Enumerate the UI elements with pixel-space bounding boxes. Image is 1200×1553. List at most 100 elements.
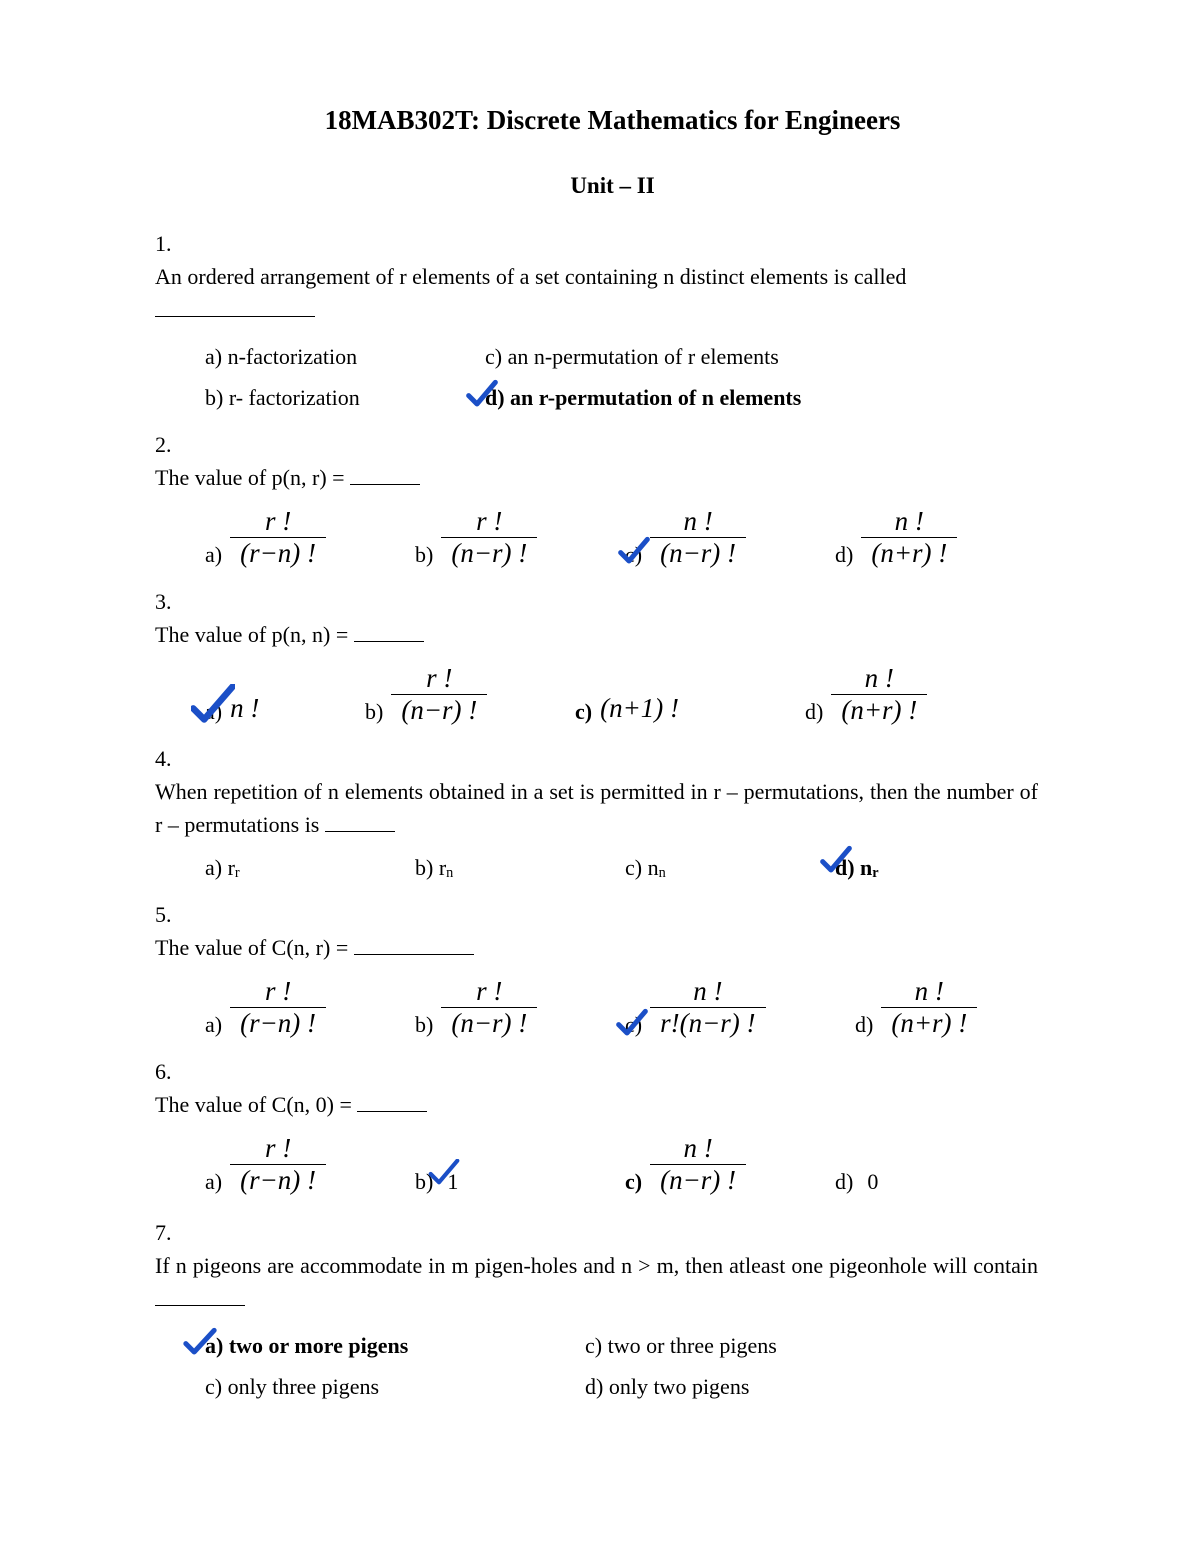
frac-num: r ! bbox=[230, 976, 326, 1008]
q4-b-text: b) r bbox=[415, 851, 446, 884]
opt-label: b) bbox=[415, 1165, 433, 1198]
frac-den: (n−r) ! bbox=[391, 695, 487, 726]
opt-label: d) bbox=[805, 695, 823, 728]
q3-text: The value of p(n, n) = bbox=[155, 622, 354, 647]
q7-num: 7. bbox=[155, 1216, 183, 1249]
q4-body: When repetition of n elements obtained i… bbox=[155, 775, 1038, 841]
frac-den: (r−n) ! bbox=[230, 1165, 326, 1196]
opt-label: c) bbox=[625, 1165, 642, 1198]
frac-num: n ! bbox=[831, 663, 927, 695]
opt-label: d) bbox=[835, 1165, 853, 1198]
question-4: 4. When repetition of n elements obtaine… bbox=[155, 742, 1070, 841]
opt-label: a) bbox=[205, 1008, 222, 1041]
q7-opt-c: c) two or three pigens bbox=[585, 1325, 1005, 1366]
opt-label: d) bbox=[835, 538, 853, 571]
q2-opt-b: b) r !(n−r) ! bbox=[415, 504, 625, 571]
frac-den: (r−n) ! bbox=[230, 538, 326, 569]
frac-num: r ! bbox=[230, 1133, 326, 1165]
q3-va: n ! bbox=[230, 688, 259, 729]
q2-opt-a: a) r !(r−n) ! bbox=[205, 504, 415, 571]
blank-line bbox=[357, 1111, 427, 1112]
blank-line bbox=[155, 1305, 245, 1306]
frac-num: n ! bbox=[861, 506, 957, 538]
q2-opt-d: d) n !(n+r) ! bbox=[835, 504, 1045, 571]
q3-num: 3. bbox=[155, 585, 183, 618]
q5-opt-a: a) r !(r−n) ! bbox=[205, 974, 415, 1041]
frac-den: (n+r) ! bbox=[881, 1008, 977, 1039]
q4-opt-a: a) rr bbox=[205, 851, 415, 884]
q6-options: a) r !(r−n) ! b) 1 c) n !(n−r) ! d) 0 bbox=[205, 1131, 1070, 1198]
blank-line bbox=[354, 954, 474, 955]
q6-opt-c: c) n !(n−r) ! bbox=[625, 1131, 835, 1198]
opt-label: c) bbox=[625, 1008, 642, 1041]
blank-line bbox=[350, 484, 420, 485]
opt-label: a) bbox=[205, 1165, 222, 1198]
frac-num: n ! bbox=[650, 976, 765, 1008]
question-6: 6. The value of C(n, 0) = bbox=[155, 1055, 1070, 1121]
q1-opt-c: c) an n-permutation of r elements bbox=[485, 336, 905, 377]
blank-line bbox=[155, 294, 315, 317]
q4-c-text: c) n bbox=[625, 851, 659, 884]
question-1: 1. An ordered arrangement of r elements … bbox=[155, 227, 1070, 326]
frac-den: (n−r) ! bbox=[441, 1008, 537, 1039]
q1-text: An ordered arrangement of r elements of … bbox=[155, 264, 906, 289]
q6-num: 6. bbox=[155, 1055, 183, 1088]
q3-opt-c: c) (n+1) ! bbox=[575, 688, 805, 729]
frac-den: r!(n−r) ! bbox=[650, 1008, 765, 1039]
q4-a-text: a) r bbox=[205, 851, 235, 884]
q1-opt-b: b) r- factorization bbox=[205, 377, 485, 418]
q4-d-sup: r bbox=[872, 863, 878, 884]
frac-num: r ! bbox=[441, 506, 537, 538]
q6-vb: 1 bbox=[447, 1165, 458, 1198]
q7-body: If n pigeons are accommodate in m pigen-… bbox=[155, 1249, 1038, 1315]
q3-opt-d: d) n !(n+r) ! bbox=[805, 661, 1015, 728]
q2-num: 2. bbox=[155, 428, 183, 461]
q5-opt-b: b) r !(n−r) ! bbox=[415, 974, 625, 1041]
q6-opt-d: d) 0 bbox=[835, 1165, 1045, 1198]
unit-heading: Unit – II bbox=[155, 169, 1070, 204]
opt-label: c) bbox=[575, 695, 592, 728]
q3-vc: (n+1) ! bbox=[600, 688, 679, 729]
frac-den: (n−r) ! bbox=[441, 538, 537, 569]
q7-opt-a: a) two or more pigens bbox=[205, 1325, 585, 1366]
question-5: 5. The value of C(n, r) = bbox=[155, 898, 1070, 964]
frac-num: n ! bbox=[881, 976, 977, 1008]
q1-options: a) n-factorization c) an n-permutation o… bbox=[205, 336, 1070, 418]
course-title: 18MAB302T: Discrete Mathematics for Engi… bbox=[155, 100, 1070, 141]
opt-label: b) bbox=[415, 538, 433, 571]
q3-opt-a: a) n ! bbox=[205, 688, 365, 729]
q4-text: When repetition of n elements obtained i… bbox=[155, 779, 1038, 837]
frac-den: (n−r) ! bbox=[650, 538, 746, 569]
q2-options: a) r !(r−n) ! b) r !(n−r) ! c) n !(n−r) … bbox=[205, 504, 1070, 571]
q1-body: An ordered arrangement of r elements of … bbox=[155, 260, 1038, 326]
q6-opt-b: b) 1 bbox=[415, 1165, 625, 1198]
q2-opt-c: c) n !(n−r) ! bbox=[625, 504, 835, 571]
opt-label: a) bbox=[205, 695, 222, 728]
q5-opt-d: d) n !(n+r) ! bbox=[855, 974, 1045, 1041]
opt-label: b) bbox=[365, 695, 383, 728]
q4-b-sup: n bbox=[446, 863, 453, 884]
q2-body: The value of p(n, r) = bbox=[155, 461, 1038, 494]
opt-label: b) bbox=[415, 1008, 433, 1041]
q3-body: The value of p(n, n) = bbox=[155, 618, 1038, 651]
opt-label: a) bbox=[205, 538, 222, 571]
q1-num: 1. bbox=[155, 227, 183, 260]
q3-options: a) n ! b) r !(n−r) ! c) (n+1) ! d) n !(n… bbox=[205, 661, 1070, 728]
q5-body: The value of C(n, r) = bbox=[155, 931, 1038, 964]
q5-num: 5. bbox=[155, 898, 183, 931]
q4-options: a) rr b) rn c) nn d) nr bbox=[205, 851, 1070, 884]
frac-den: (n+r) ! bbox=[861, 538, 957, 569]
question-7: 7. If n pigeons are accommodate in m pig… bbox=[155, 1216, 1070, 1315]
q1-opt-d: d) an r-permutation of n elements bbox=[485, 377, 905, 418]
frac-num: r ! bbox=[441, 976, 537, 1008]
q6-body: The value of C(n, 0) = bbox=[155, 1088, 1038, 1121]
q4-c-sup: n bbox=[659, 863, 666, 884]
frac-den: (r−n) ! bbox=[230, 1008, 326, 1039]
q7-options: a) two or more pigens c) two or three pi… bbox=[205, 1325, 1070, 1407]
q1-opt-d-text: d) an r-permutation of n elements bbox=[485, 385, 801, 410]
q6-vd: 0 bbox=[867, 1165, 878, 1198]
frac-num: r ! bbox=[391, 663, 487, 695]
q3-opt-b: b) r !(n−r) ! bbox=[365, 661, 575, 728]
q6-opt-a: a) r !(r−n) ! bbox=[205, 1131, 415, 1198]
q4-opt-c: c) nn bbox=[625, 851, 835, 884]
